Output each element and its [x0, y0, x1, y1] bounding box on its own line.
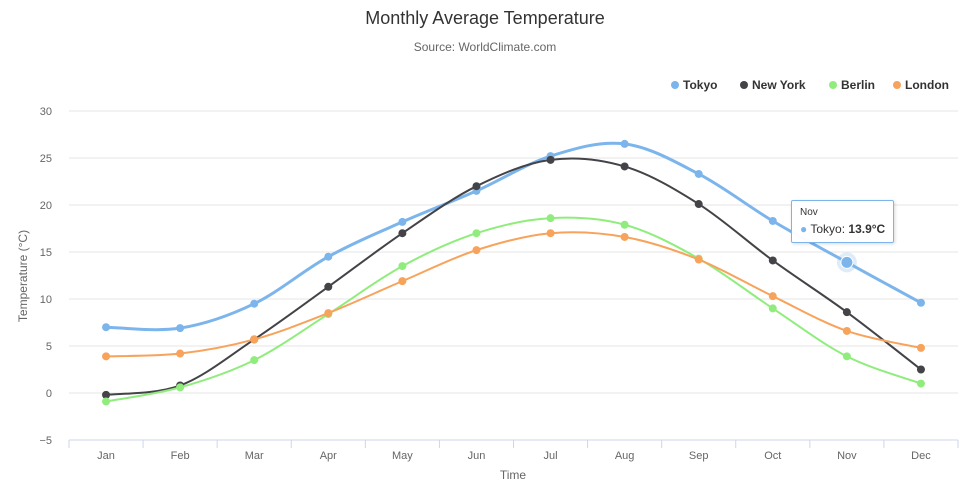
- x-tick-label: Sep: [689, 450, 709, 462]
- data-point-berlin: [472, 229, 481, 238]
- y-tick-label: 20: [40, 200, 52, 212]
- data-point-tokyo: [620, 139, 629, 148]
- data-point-new-york: [694, 200, 703, 209]
- x-tick-label: Jan: [97, 450, 115, 462]
- data-point-berlin: [176, 383, 185, 392]
- y-tick-label: 15: [40, 247, 52, 259]
- x-tick-label: Jun: [468, 450, 486, 462]
- legend-marker: [893, 81, 901, 89]
- data-point-new-york: [916, 365, 925, 374]
- data-point-london: [694, 255, 703, 264]
- legend-item-tokyo: Tokyo: [671, 78, 717, 92]
- tooltip: Nov ● Tokyo: 13.9°C: [791, 200, 895, 243]
- y-tick-label: 30: [40, 106, 52, 118]
- legend-label: Berlin: [841, 78, 875, 92]
- chart-subtitle: Source: WorldClimate.com: [414, 40, 557, 54]
- y-tick-label: 5: [46, 341, 52, 353]
- data-point-new-york: [842, 308, 851, 317]
- data-point-london: [620, 232, 629, 241]
- x-tick-label: Apr: [320, 450, 337, 462]
- legend-item-london: London: [893, 78, 949, 92]
- data-point-london: [472, 246, 481, 255]
- grid-lines: [69, 110, 958, 394]
- legend-label: Tokyo: [683, 78, 717, 92]
- series-group: [102, 139, 925, 406]
- data-point-berlin: [620, 220, 629, 229]
- data-point-new-york: [472, 182, 481, 191]
- data-point-london: [324, 309, 333, 318]
- data-point-new-york: [546, 155, 555, 164]
- series-line-london: [105, 231, 922, 358]
- legend-marker: [829, 81, 837, 89]
- data-point-berlin: [916, 379, 925, 388]
- series-london: [102, 229, 925, 361]
- data-point-london: [250, 335, 259, 344]
- legend-marker: [671, 81, 679, 89]
- data-point-london: [398, 277, 407, 286]
- data-point-new-york: [324, 282, 333, 291]
- x-tick-label: Feb: [171, 450, 190, 462]
- legend-item-new-york: New York: [740, 78, 806, 92]
- tooltip-series-dot: ●: [800, 222, 808, 236]
- data-point-berlin: [102, 397, 111, 406]
- tooltip-row: ● Tokyo: 13.9°C: [800, 222, 885, 236]
- legend-label: London: [905, 78, 949, 92]
- data-point-tokyo: [102, 323, 111, 332]
- x-tick-label: Aug: [615, 450, 635, 462]
- data-point-london: [102, 352, 111, 361]
- legend-label: New York: [752, 78, 806, 92]
- data-point-london: [176, 349, 185, 358]
- y-tick-label: 25: [40, 153, 52, 165]
- y-axis-title: Temperature (°C): [16, 230, 30, 322]
- x-tick-label: Dec: [911, 450, 931, 462]
- tooltip-header: Nov: [800, 207, 818, 218]
- data-point-tokyo: [250, 299, 259, 308]
- legend-marker: [740, 81, 748, 89]
- series-line-new-york: [105, 157, 922, 396]
- data-point-new-york: [768, 256, 777, 265]
- series-tokyo: [102, 139, 925, 333]
- data-point-london: [916, 343, 925, 352]
- data-point-berlin: [546, 214, 555, 223]
- x-tick-label: Nov: [837, 450, 857, 462]
- data-point-berlin: [250, 356, 259, 365]
- x-tick-label: Jul: [544, 450, 558, 462]
- data-point-tokyo: [176, 324, 185, 333]
- data-point-berlin: [842, 352, 851, 361]
- x-tick-label: May: [392, 450, 413, 462]
- data-point-berlin: [768, 304, 777, 313]
- data-point-new-york: [620, 162, 629, 171]
- legend: Tokyo New York Berlin London: [671, 78, 949, 92]
- tooltip-value: 13.9°C: [848, 222, 886, 236]
- y-tick-label: 10: [40, 294, 52, 306]
- data-point-tokyo: [324, 252, 333, 261]
- legend-item-berlin: Berlin: [829, 78, 875, 92]
- data-point-tokyo: [768, 216, 777, 225]
- tooltip-series-label: Tokyo:: [810, 222, 849, 236]
- x-tick-label: Mar: [245, 450, 264, 462]
- y-tick-label: 0: [46, 388, 52, 400]
- data-point-london: [768, 292, 777, 301]
- x-tick-label: Oct: [764, 450, 781, 462]
- y-axis-ticks: −5 0 5 10 15 20 25 30: [39, 106, 52, 447]
- chart-title: Monthly Average Temperature: [365, 8, 604, 28]
- data-point-new-york: [102, 390, 111, 399]
- series-new-york: [102, 155, 925, 399]
- x-axis: Jan Feb Mar Apr May Jun Jul Aug Sep Oct Nov Dec: [68, 439, 959, 462]
- data-point-tokyo: [840, 255, 854, 269]
- data-point-london: [842, 326, 851, 335]
- data-point-new-york: [398, 229, 407, 238]
- y-tick-label: −5: [39, 435, 52, 447]
- data-point-london: [546, 229, 555, 238]
- data-point-berlin: [398, 262, 407, 271]
- data-point-tokyo: [398, 217, 407, 226]
- data-point-tokyo: [694, 169, 703, 178]
- data-point-tokyo: [916, 298, 925, 307]
- x-axis-title: Time: [500, 468, 527, 482]
